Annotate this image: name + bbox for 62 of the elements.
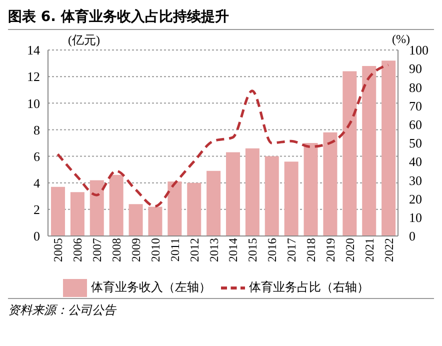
bar bbox=[70, 192, 84, 236]
y2-tick-label: 50 bbox=[409, 136, 422, 151]
x-tick-label: 2006 bbox=[70, 238, 85, 262]
chart-title: 图表 6. 体育业务收入占比持续提升 bbox=[8, 8, 434, 30]
x-tick-label: 2007 bbox=[90, 238, 104, 262]
y2-tick-label: 20 bbox=[409, 191, 422, 206]
x-tick-label: 2018 bbox=[304, 238, 318, 262]
bar bbox=[148, 206, 162, 236]
y2-tick-label: 60 bbox=[409, 117, 422, 132]
bar bbox=[128, 204, 143, 236]
y2-tick-label: 40 bbox=[409, 154, 422, 170]
y-tick-label: 0 bbox=[34, 228, 40, 244]
bar bbox=[284, 162, 298, 236]
bar bbox=[90, 180, 104, 236]
line-series bbox=[56, 64, 390, 208]
legend-label: 体育业务收入（左轴） bbox=[91, 280, 211, 294]
bar bbox=[206, 170, 221, 236]
bar bbox=[362, 66, 376, 236]
x-tick-label: 2014 bbox=[226, 238, 240, 262]
y2-tick-label: 10 bbox=[409, 210, 422, 226]
x-tick-label: 2009 bbox=[129, 238, 144, 262]
y-tick-label: 10 bbox=[27, 96, 40, 111]
x-tick-label: 2005 bbox=[51, 238, 66, 262]
legend-label: 体育业务占比（右轴） bbox=[249, 280, 369, 294]
x-tick-label: 2013 bbox=[206, 238, 221, 262]
y-tick-label: 2 bbox=[34, 202, 40, 218]
bar bbox=[168, 182, 182, 236]
x-tick-label: 2016 bbox=[265, 238, 280, 262]
bar bbox=[264, 156, 279, 236]
x-tick-label: 2015 bbox=[246, 238, 260, 262]
y-tick-label: 8 bbox=[34, 122, 40, 138]
y2-axis-title: (%) bbox=[392, 32, 410, 47]
y2-tick-label: 90 bbox=[409, 61, 422, 76]
x-tick-label: 2022 bbox=[382, 238, 396, 262]
y2-tick-label: 80 bbox=[409, 80, 422, 95]
x-tick-label: 2011 bbox=[168, 238, 182, 262]
x-tick-label: 2012 bbox=[187, 238, 202, 262]
y2-tick-label: 0 bbox=[409, 228, 416, 244]
bar bbox=[382, 60, 396, 236]
bar bbox=[226, 152, 240, 236]
x-tick-label: 2021 bbox=[362, 238, 376, 262]
y-tick-label: 14 bbox=[27, 42, 40, 58]
y-tick-label: 6 bbox=[34, 148, 40, 164]
y-tick-label: 4 bbox=[34, 175, 40, 190]
bar bbox=[323, 132, 338, 236]
text: 资料来源：公司公告 bbox=[8, 302, 118, 319]
y-tick-label: 12 bbox=[27, 69, 40, 84]
x-tick-label: 2020 bbox=[342, 238, 357, 262]
bar bbox=[187, 182, 202, 236]
x-tick-label: 2019 bbox=[323, 238, 338, 262]
x-tick-label: 2008 bbox=[110, 238, 124, 262]
bar bbox=[109, 174, 124, 236]
y-axis-title: (亿元) bbox=[68, 32, 100, 49]
y2-tick-label: 70 bbox=[409, 98, 422, 114]
bar bbox=[342, 71, 357, 236]
y2-tick-label: 30 bbox=[409, 172, 422, 188]
y2-tick-label: 100 bbox=[409, 42, 428, 58]
bar bbox=[304, 143, 318, 236]
bar bbox=[245, 148, 260, 236]
x-tick-label: 2010 bbox=[148, 238, 162, 262]
bar bbox=[51, 186, 65, 236]
x-tick-label: 2017 bbox=[284, 238, 299, 262]
